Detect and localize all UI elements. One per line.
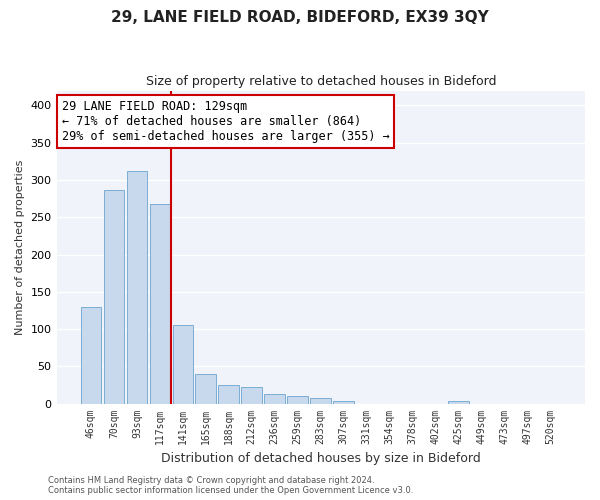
Bar xyxy=(265,394,285,404)
Bar xyxy=(149,204,170,404)
Title: Size of property relative to detached houses in Bideford: Size of property relative to detached ho… xyxy=(146,75,496,88)
Bar xyxy=(127,171,147,404)
Bar xyxy=(448,400,469,404)
Bar xyxy=(310,398,331,404)
Text: Contains HM Land Registry data © Crown copyright and database right 2024.
Contai: Contains HM Land Registry data © Crown c… xyxy=(48,476,413,495)
Bar xyxy=(104,190,124,404)
Text: 29, LANE FIELD ROAD, BIDEFORD, EX39 3QY: 29, LANE FIELD ROAD, BIDEFORD, EX39 3QY xyxy=(111,10,489,25)
Bar xyxy=(287,396,308,404)
X-axis label: Distribution of detached houses by size in Bideford: Distribution of detached houses by size … xyxy=(161,452,481,465)
Text: 29 LANE FIELD ROAD: 129sqm
← 71% of detached houses are smaller (864)
29% of sem: 29 LANE FIELD ROAD: 129sqm ← 71% of deta… xyxy=(62,100,389,143)
Y-axis label: Number of detached properties: Number of detached properties xyxy=(15,160,25,334)
Bar xyxy=(173,324,193,404)
Bar xyxy=(334,402,354,404)
Bar xyxy=(218,385,239,404)
Bar xyxy=(80,306,101,404)
Bar xyxy=(241,387,262,404)
Bar xyxy=(196,374,216,404)
